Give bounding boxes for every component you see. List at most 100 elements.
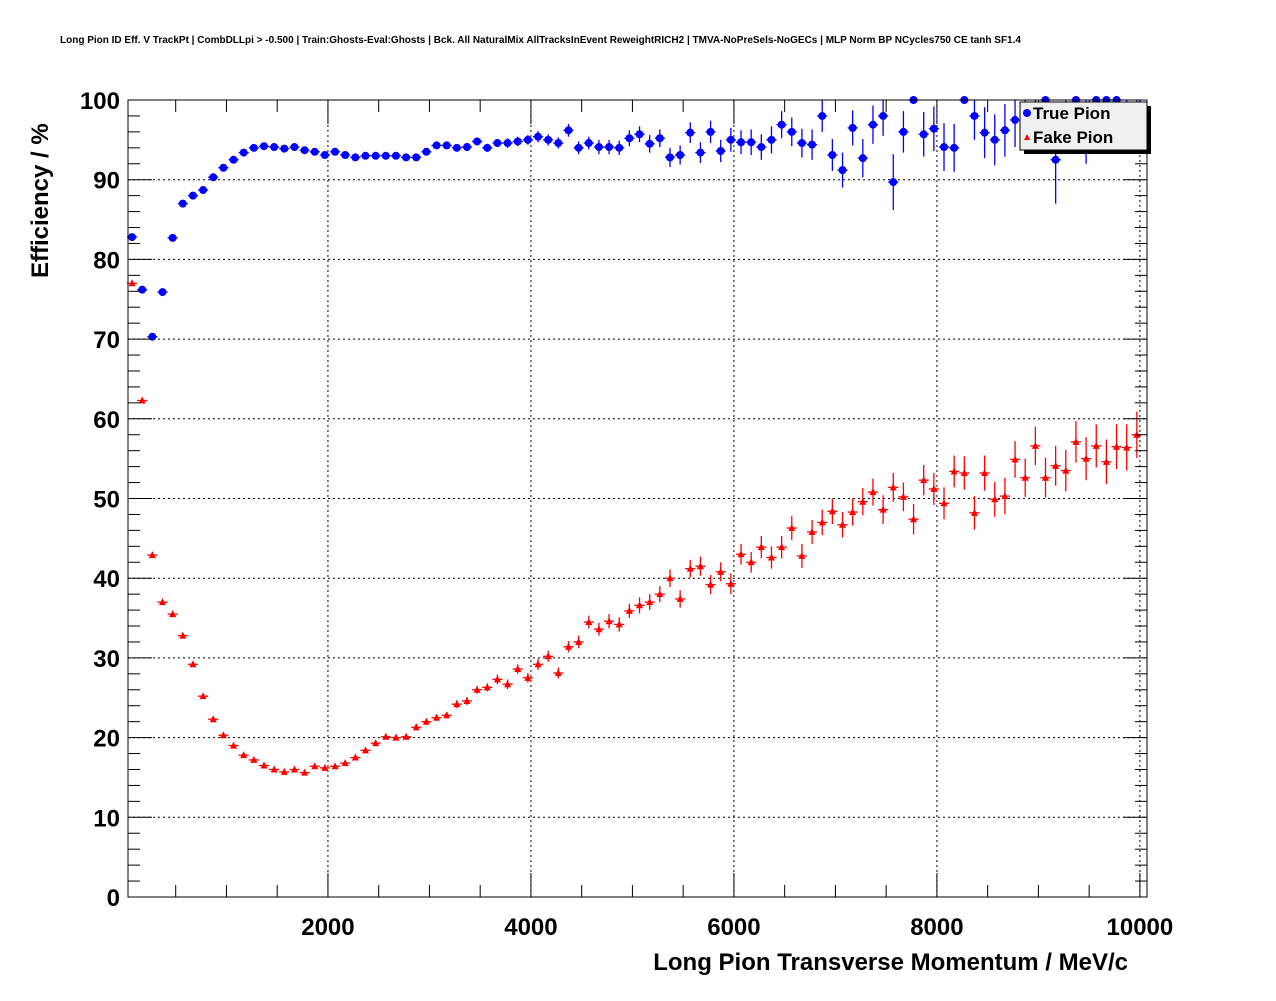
fake-pion-point xyxy=(493,675,501,683)
y-tick-label: 20 xyxy=(93,726,120,753)
x-axis-label: Long Pion Transverse Momentum / MeV/c xyxy=(653,949,1128,976)
true-pion-point xyxy=(716,147,725,156)
true-pion-point xyxy=(868,120,877,129)
true-pion-point xyxy=(523,135,532,144)
fake-pion-point xyxy=(504,680,512,688)
true-pion-point xyxy=(625,134,634,143)
fake-pion-point xyxy=(798,551,806,559)
fake-pion-point xyxy=(402,732,410,740)
true-pion-point xyxy=(686,128,695,137)
true-pion-point xyxy=(442,141,451,150)
fake-pion-point xyxy=(260,761,268,769)
true-pion-point xyxy=(787,127,796,136)
fake-pion-point xyxy=(1113,442,1121,450)
fake-pion-point xyxy=(280,767,288,775)
true-pion-point xyxy=(462,143,471,152)
y-tick-label: 0 xyxy=(107,885,120,912)
fake-pion-point xyxy=(889,483,897,491)
fake-pion-point xyxy=(920,476,928,484)
fake-pion-point xyxy=(778,543,786,551)
true-pion-point xyxy=(940,143,949,152)
fake-pion-point xyxy=(625,606,633,614)
x-tick-label: 10000 xyxy=(1107,914,1174,941)
fake-pion-point xyxy=(250,755,258,763)
fake-pion-point xyxy=(128,279,136,287)
fake-pion-point xyxy=(351,753,359,761)
fake-pion-point xyxy=(412,723,420,731)
fake-pion-point xyxy=(564,642,572,650)
true-pion-point xyxy=(990,135,999,144)
true-pion-point xyxy=(270,143,279,152)
true-pion-point xyxy=(564,126,573,135)
true-pion-point xyxy=(290,143,299,152)
true-pion-point xyxy=(879,111,888,120)
fake-pion-point xyxy=(646,598,654,606)
fake-pion-point xyxy=(290,765,298,773)
fake-pion-point xyxy=(321,763,329,771)
fake-pion-point xyxy=(1092,441,1100,449)
fake-pion-point xyxy=(899,492,907,500)
true-pion-point xyxy=(412,153,421,162)
true-pion-point xyxy=(838,166,847,175)
true-pion-series xyxy=(126,96,1142,341)
fake-pion-point xyxy=(1062,466,1070,474)
fake-pion-point xyxy=(189,660,197,668)
y-axis-label: Efficiency / % xyxy=(27,123,54,278)
fake-pion-point xyxy=(605,617,613,625)
fake-pion-point xyxy=(585,618,593,626)
true-pion-point xyxy=(655,134,664,143)
fake-pion-point xyxy=(270,765,278,773)
true-pion-point xyxy=(828,150,837,159)
fake-pion-point xyxy=(138,396,146,404)
fake-pion-point xyxy=(1082,454,1090,462)
true-pion-point xyxy=(188,191,197,200)
true-pion-point xyxy=(229,155,238,164)
true-pion-point xyxy=(544,135,553,144)
y-tick-label: 40 xyxy=(93,566,120,593)
true-pion-point xyxy=(808,140,817,149)
true-pion-point xyxy=(747,138,756,147)
true-pion-point xyxy=(483,143,492,152)
true-pion-point xyxy=(726,135,735,144)
true-pion-point xyxy=(645,139,654,148)
fake-pion-point xyxy=(1011,455,1019,463)
fake-pion-point xyxy=(1072,437,1080,445)
true-pion-point xyxy=(381,151,390,160)
fake-pion-point xyxy=(1001,492,1009,500)
y-tick-label: 50 xyxy=(93,487,120,514)
legend-fake-pion-label: Fake Pion xyxy=(1033,128,1113,147)
fake-pion-point xyxy=(676,594,684,602)
fake-pion-point xyxy=(1123,443,1131,451)
true-pion-point xyxy=(432,141,441,150)
true-pion-point xyxy=(219,163,228,172)
true-pion-point xyxy=(128,233,137,242)
fake-pion-point xyxy=(209,715,217,723)
true-pion-point xyxy=(452,143,461,152)
true-pion-point xyxy=(199,186,208,195)
true-pion-point xyxy=(1051,155,1060,164)
true-pion-point xyxy=(889,178,898,187)
fake-pion-point xyxy=(341,759,349,767)
fake-pion-point xyxy=(950,467,958,475)
fake-pion-point xyxy=(483,683,491,691)
true-pion-point xyxy=(980,128,989,137)
true-pion-point xyxy=(696,148,705,157)
fake-pion-point xyxy=(991,495,999,503)
true-pion-point xyxy=(554,139,563,148)
fake-pion-point xyxy=(392,733,400,741)
true-pion-point xyxy=(260,142,269,151)
fake-pion-point xyxy=(199,692,207,700)
true-pion-point xyxy=(341,150,350,159)
fake-pion-point xyxy=(1042,473,1050,481)
legend: True Pion Fake Pion xyxy=(1019,101,1151,154)
true-pion-point xyxy=(777,120,786,129)
true-pion-point xyxy=(493,139,502,148)
fake-pion-point xyxy=(463,696,471,704)
x-tick-label: 2000 xyxy=(301,914,354,941)
fake-pion-point xyxy=(1052,461,1060,469)
fake-pion-point xyxy=(554,669,562,677)
fake-pion-point xyxy=(544,652,552,660)
true-pion-point xyxy=(706,127,715,136)
fake-pion-point xyxy=(514,665,522,673)
fake-pion-point xyxy=(727,579,735,587)
